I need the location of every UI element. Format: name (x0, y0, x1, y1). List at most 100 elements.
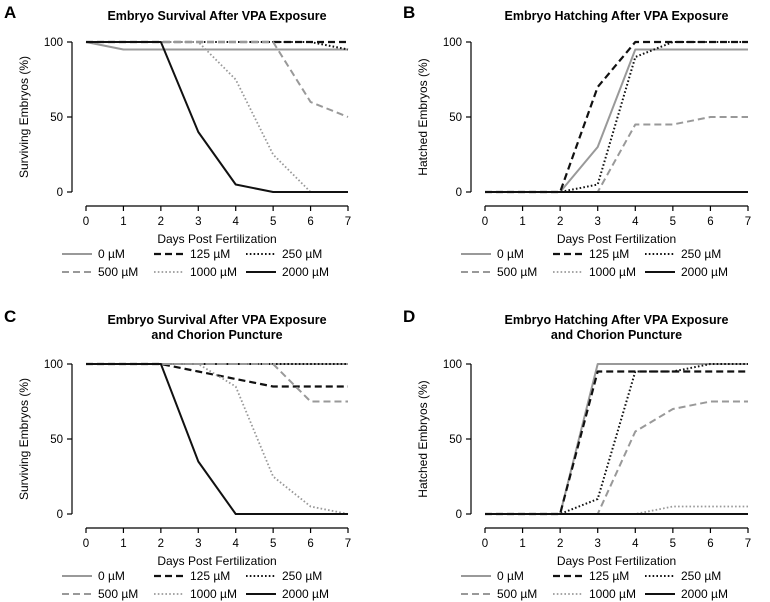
panel-b: B Embryo Hatching After VPA Exposure05010… (403, 3, 751, 279)
y-tick-label: 0 (57, 187, 63, 199)
series-line-125um (485, 40, 748, 194)
y-tick-label: 50 (50, 434, 63, 446)
x-tick-label: 7 (745, 538, 751, 550)
series-line-1000um (485, 505, 748, 515)
series-line-2000um (86, 363, 348, 515)
legend-label: 1000 µM (190, 265, 237, 279)
series-line-0um (485, 363, 748, 515)
series-line-500um (485, 116, 748, 193)
chart-title: Embryo Survival After VPA Exposure (107, 313, 326, 327)
panel-letter: D (403, 307, 415, 326)
y-tick-label: 100 (44, 359, 63, 371)
panel-letter: C (4, 307, 16, 326)
chart-title: and Chorion Puncture (551, 328, 682, 342)
series-line-0um (85, 41, 348, 51)
legend-label: 500 µM (497, 587, 537, 601)
panel-a: A Embryo Survival After VPA Exposure05010… (4, 3, 351, 279)
x-tick-label: 1 (519, 538, 525, 550)
x-tick-label: 3 (595, 538, 601, 550)
y-tick-label: 0 (57, 509, 63, 521)
series-line-500um (86, 363, 348, 403)
x-tick-label: 3 (195, 216, 201, 228)
x-tick-label: 7 (345, 538, 351, 550)
legend-label: 125 µM (190, 569, 230, 583)
y-tick-label: 100 (443, 359, 462, 371)
x-tick-label: 0 (482, 216, 488, 228)
y-tick-label: 50 (50, 112, 63, 124)
legend-label: 1000 µM (589, 587, 636, 601)
x-tick-label: 5 (670, 216, 676, 228)
x-tick-label: 6 (307, 538, 313, 550)
x-tick-label: 2 (158, 216, 164, 228)
x-tick-label: 5 (670, 538, 676, 550)
chart-title: Embryo Survival After VPA Exposure (107, 9, 326, 23)
legend-label: 250 µM (681, 569, 721, 583)
legend-label: 125 µM (589, 569, 629, 583)
chart-title: Embryo Hatching After VPA Exposure (505, 9, 729, 23)
legend-label: 2000 µM (681, 265, 728, 279)
series-line-500um (86, 41, 349, 118)
x-tick-label: 0 (83, 538, 89, 550)
x-tick-label: 7 (745, 216, 751, 228)
series-line-250um (485, 363, 748, 515)
panel-letter: A (4, 3, 16, 22)
x-tick-label: 1 (120, 216, 126, 228)
x-axis-label: Days Post Fertilization (157, 554, 276, 568)
x-tick-label: 5 (270, 216, 276, 228)
x-tick-label: 6 (707, 216, 713, 228)
x-axis-label: Days Post Fertilization (557, 232, 676, 246)
legend-label: 2000 µM (282, 265, 329, 279)
x-tick-label: 2 (557, 216, 563, 228)
x-tick-label: 7 (345, 216, 351, 228)
series-line-1000um (86, 41, 348, 193)
x-tick-label: 1 (120, 538, 126, 550)
y-tick-label: 50 (449, 434, 462, 446)
series-line-250um (485, 41, 748, 193)
legend-label: 2000 µM (681, 587, 728, 601)
legend-label: 500 µM (98, 265, 138, 279)
legend-label: 500 µM (98, 587, 138, 601)
x-tick-label: 0 (83, 216, 89, 228)
x-tick-label: 4 (233, 538, 240, 550)
chart-title: Embryo Hatching After VPA Exposure (505, 313, 729, 327)
series-line-1000um (86, 363, 349, 515)
y-tick-label: 100 (44, 37, 63, 49)
legend-label: 0 µM (98, 569, 125, 583)
chart-title: and Chorion Puncture (151, 328, 282, 342)
x-tick-label: 4 (233, 216, 240, 228)
series-line-250um (86, 41, 349, 51)
x-tick-label: 6 (307, 216, 313, 228)
y-axis-label: Hatched Embryos (%) (416, 58, 430, 175)
y-axis-label: Surviving Embryos (%) (17, 378, 31, 500)
x-tick-label: 2 (158, 538, 164, 550)
y-axis-label: Surviving Embryos (%) (17, 56, 31, 178)
x-tick-label: 4 (632, 216, 639, 228)
legend-label: 500 µM (497, 265, 537, 279)
x-tick-label: 2 (557, 538, 563, 550)
legend-label: 1000 µM (589, 265, 636, 279)
x-tick-label: 6 (707, 538, 713, 550)
x-tick-label: 0 (482, 538, 488, 550)
y-tick-label: 0 (456, 187, 462, 199)
legend-label: 250 µM (282, 569, 322, 583)
series-line-500um (485, 400, 748, 515)
x-tick-label: 3 (195, 538, 201, 550)
legend-label: 0 µM (497, 569, 524, 583)
series-line-125um (485, 370, 748, 516)
x-tick-label: 1 (519, 216, 525, 228)
legend-label: 250 µM (282, 247, 322, 261)
y-axis-label: Hatched Embryos (%) (416, 380, 430, 497)
legend-label: 0 µM (497, 247, 524, 261)
legend-label: 2000 µM (282, 587, 329, 601)
x-tick-label: 3 (595, 216, 601, 228)
x-axis-label: Days Post Fertilization (557, 554, 676, 568)
y-tick-label: 100 (443, 37, 462, 49)
legend-label: 250 µM (681, 247, 721, 261)
legend-label: 125 µM (589, 247, 629, 261)
series-line-2000um (86, 41, 348, 193)
x-axis-label: Days Post Fertilization (157, 232, 276, 246)
y-tick-label: 0 (456, 509, 462, 521)
